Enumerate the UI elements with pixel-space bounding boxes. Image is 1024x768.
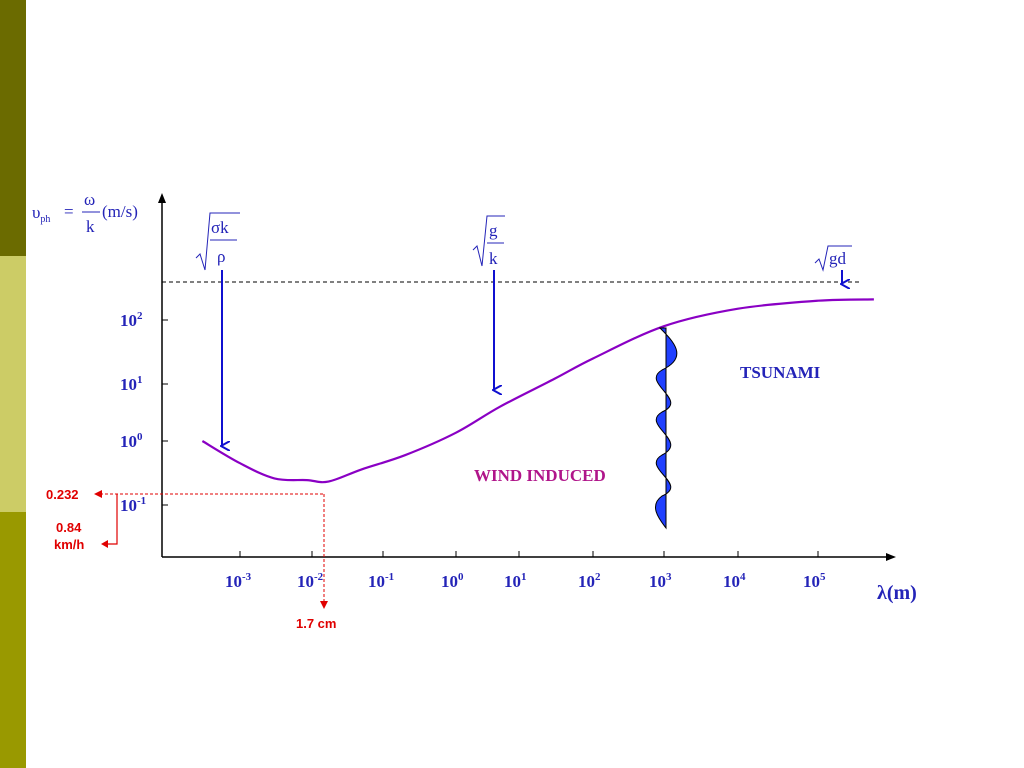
- x-tick-label: 105: [803, 571, 826, 591]
- min-wavelength-label: 1.7 cm: [296, 616, 336, 631]
- min-speed-label: 0.232: [46, 487, 79, 502]
- y-tick-label: 102: [120, 310, 143, 330]
- gravity-numerator: g: [489, 221, 498, 240]
- shallow-formula: gd: [814, 245, 852, 272]
- x-ticks: [239, 551, 819, 557]
- ylabel-numerator: ω: [84, 190, 95, 209]
- ylabel-subscript: ph: [40, 214, 50, 225]
- x-tick-labels: 10-3 10-2 10-1 100 101 102 103 104 105: [225, 571, 826, 591]
- capillary-numerator: σk: [211, 218, 229, 237]
- y-axis-label: υph = ω k (m/s): [32, 190, 138, 236]
- y-tick-label: 10-1: [120, 495, 146, 515]
- x-tick-label: 104: [723, 571, 746, 591]
- x-tick-label: 103: [649, 571, 672, 591]
- gravity-formula: g k: [472, 215, 505, 268]
- x-tick-label: 10-1: [368, 571, 394, 591]
- dispersion-curve: [201, 298, 874, 484]
- slide-side-band: [0, 0, 26, 768]
- y-tick-labels: 10-1 100 101 102: [120, 310, 146, 515]
- shallow-radicand: gd: [829, 249, 847, 268]
- gravity-denominator: k: [489, 249, 498, 268]
- kmh-arrowhead: [101, 540, 108, 548]
- y-tick-label: 100: [120, 431, 143, 451]
- kmh-bracket: [106, 494, 118, 545]
- x-tick-label: 10-2: [297, 571, 324, 591]
- min-speed-arrowhead: [94, 490, 102, 498]
- capillary-denominator: ρ: [217, 247, 225, 266]
- y-axis-arrowhead: [158, 193, 166, 203]
- x-tick-label: 102: [578, 571, 601, 591]
- ylabel-symbol: υ: [32, 203, 40, 222]
- x-tick-label: 10-3: [225, 571, 252, 591]
- ylabel-denominator: k: [86, 217, 95, 236]
- side-band-light: [0, 256, 26, 512]
- wave-icon: [655, 327, 678, 530]
- x-tick-label: 101: [504, 571, 527, 591]
- ylabel-unit: (m/s): [102, 202, 138, 221]
- kmh-unit-label: km/h: [54, 537, 84, 552]
- min-wavelength-arrowhead: [320, 601, 328, 609]
- x-axis-label: λ(m): [877, 582, 917, 604]
- capillary-formula: σk ρ: [195, 212, 240, 271]
- side-band-dark: [0, 0, 26, 256]
- x-tick-label: 100: [441, 571, 464, 591]
- ylabel-equals: =: [64, 202, 74, 221]
- kmh-value-label: 0.84: [56, 520, 82, 535]
- wind-induced-label: WIND INDUCED: [474, 466, 606, 485]
- y-ticks: [162, 319, 168, 506]
- side-band-mid: [0, 512, 26, 768]
- tsunami-label: TSUNAMI: [740, 363, 821, 382]
- svg-text:υph: υph: [32, 203, 50, 225]
- y-tick-label: 101: [120, 374, 143, 394]
- x-axis-arrowhead: [886, 553, 896, 561]
